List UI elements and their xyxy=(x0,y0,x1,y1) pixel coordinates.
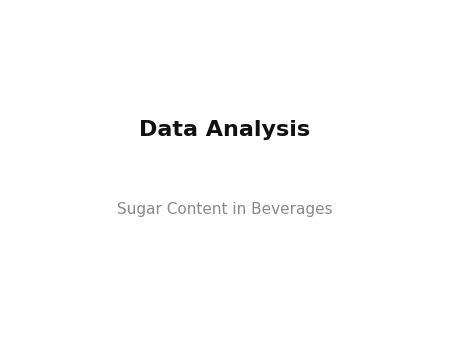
Text: Sugar Content in Beverages: Sugar Content in Beverages xyxy=(117,202,333,217)
Text: Data Analysis: Data Analysis xyxy=(140,120,310,140)
